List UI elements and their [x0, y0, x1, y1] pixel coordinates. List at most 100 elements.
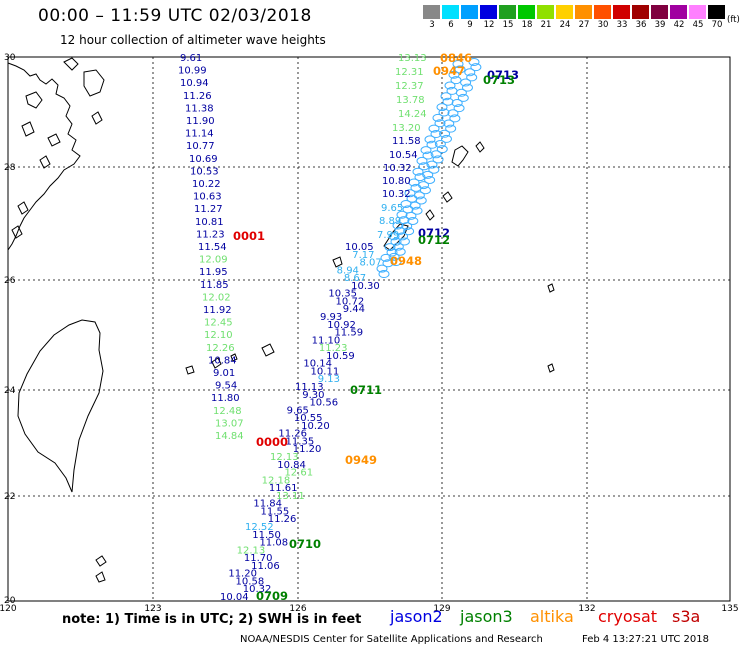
east-track-marker: [434, 140, 446, 149]
east-track-marker: [386, 248, 398, 257]
east-track-circles-2: [376, 60, 466, 278]
center-track-value: 11.61: [269, 483, 298, 494]
legend-swatch: [594, 5, 611, 19]
center-track-value: 13.11: [276, 491, 305, 502]
west-track-value: 12.48: [213, 406, 242, 417]
east-track-marker: [404, 189, 416, 198]
east-track-marker: [428, 165, 440, 174]
east-track-marker: [436, 103, 448, 112]
west-track-value: 13.07: [215, 418, 244, 429]
pass-time-label: 0713: [487, 68, 519, 82]
legend-swatch: [537, 5, 554, 19]
east-track-marker: [392, 242, 404, 251]
footnote: note: 1) Time is in UTC; 2) SWH is in fe…: [62, 612, 362, 627]
east-track-marker: [396, 210, 408, 219]
east-track-marker: [450, 76, 462, 85]
east-track-marker: [426, 140, 438, 149]
east-track-marker: [416, 156, 428, 165]
pass-time-label: 0947: [433, 64, 465, 78]
legend-swatch: [575, 5, 592, 19]
legend-tick-label: 39: [654, 20, 666, 30]
legend-swatch: [632, 5, 649, 19]
east-track-marker: [400, 200, 412, 208]
legend-swatch: [480, 5, 497, 19]
legend-tick-label: 6: [448, 20, 454, 30]
legend-tick-label: 27: [578, 20, 590, 30]
center-track-value: 11.26: [268, 514, 297, 525]
legend-swatch: [670, 5, 687, 19]
east-track-value: 13.20: [392, 123, 421, 134]
east-track-marker: [460, 78, 472, 87]
legend-tick-label: 30: [597, 20, 609, 30]
east-track-marker: [384, 243, 396, 252]
west-track-value: 12.09: [199, 255, 228, 266]
east-track-marker: [447, 109, 459, 118]
center-track-value: 10.72: [336, 296, 365, 307]
east-track-marker: [424, 135, 436, 144]
west-track-value: 11.85: [200, 280, 229, 291]
east-track-marker: [411, 206, 423, 215]
center-track-value: 10.84: [277, 460, 306, 471]
center-track-value: 9.44: [343, 304, 365, 315]
east-track-marker: [468, 58, 480, 66]
east-track-value: 12.37: [395, 81, 424, 92]
legend-swatch: [442, 5, 459, 19]
west-track-value: 10.77: [186, 141, 215, 152]
lat-label: 20: [4, 596, 16, 606]
center-track-value: 7.17: [352, 250, 374, 261]
legend-tick-label: 33: [616, 20, 628, 30]
east-track-marker: [454, 65, 466, 74]
legend-tick-label: 42: [673, 20, 685, 30]
lon-label: 126: [289, 604, 306, 614]
east-track-marker: [420, 146, 432, 155]
west-track-value: 10.81: [195, 217, 224, 228]
west-track-value: 11.80: [211, 393, 240, 404]
east-track-marker: [424, 175, 436, 184]
center-track-value: 8.07: [359, 258, 381, 269]
center-track-value: 10.32: [243, 584, 272, 595]
west-track-value: 9.54: [215, 381, 237, 392]
lon-axis-labels: 120 123 126 129 132 135: [0, 604, 739, 614]
east-track-marker: [422, 170, 434, 179]
legend-tick-label: 45: [692, 20, 704, 30]
east-track-value: 10.54: [389, 150, 418, 161]
center-track-value: 11.55: [261, 506, 290, 517]
west-track-value: 12.10: [204, 330, 233, 341]
east-track-marker: [464, 68, 476, 77]
east-track-marker: [418, 181, 430, 190]
east-track-marker: [439, 129, 451, 138]
center-track-value: 11.35: [286, 436, 315, 447]
pass-time-label: 0713: [483, 73, 515, 87]
east-track-marker: [405, 211, 417, 220]
track-east-labels: 13.13 12.31 12.37 13.78 14.24 13.20 11.58 10.54…: [377, 53, 427, 241]
center-track-value: 11.20: [293, 444, 322, 455]
west-track-value: 10.63: [193, 192, 222, 203]
pass-time-label: 0712: [418, 233, 450, 247]
east-track-marker: [413, 191, 425, 200]
map-frame: [7, 56, 731, 602]
east-track-marker: [402, 205, 414, 214]
east-track-marker: [401, 222, 413, 231]
taiwan-coastline: [17, 319, 104, 493]
east-track-value: 7.99: [377, 230, 399, 241]
legend-tick-label: 12: [483, 20, 495, 30]
center-track-value: 11.26: [278, 429, 307, 440]
legend-tick-label: 18: [521, 20, 533, 30]
lat-label: 30: [4, 53, 16, 63]
center-track-value: 11.84: [253, 499, 282, 510]
center-track-value: 11.06: [251, 561, 280, 572]
legend-swatch: [556, 5, 573, 19]
center-track-value: 10.30: [351, 281, 380, 292]
east-track-marker: [376, 264, 388, 273]
east-track-marker: [394, 247, 406, 256]
east-track-marker: [397, 232, 409, 241]
west-track-value: 10.94: [180, 78, 209, 89]
east-track-marker: [414, 173, 426, 182]
credit-line: NOAA/NESDIS Center for Satellite Applica…: [240, 634, 543, 645]
east-track-marker: [446, 86, 458, 95]
west-track-value: 9.01: [213, 368, 235, 379]
west-track-value: 11.54: [198, 242, 227, 253]
lon-label: 123: [144, 604, 161, 614]
center-track-value: 11.50: [252, 530, 281, 541]
